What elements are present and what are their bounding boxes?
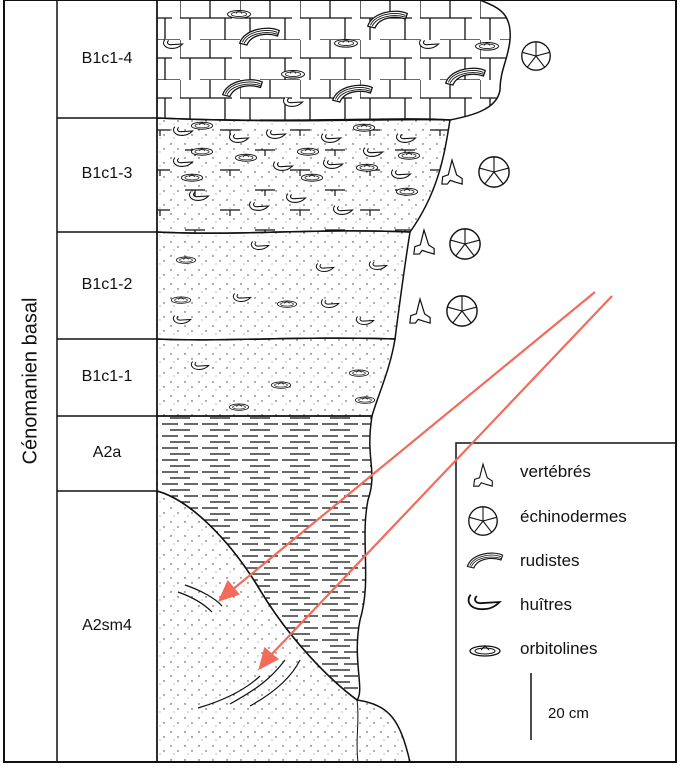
unit-label: A2a [92, 444, 122, 461]
vertebrate-tooth-icon [413, 229, 435, 255]
legend-box [455, 442, 676, 762]
vertebrate-tooth-icon [473, 463, 493, 487]
arrow-2 [269, 295, 613, 657]
legend-label: échinodermes [520, 507, 627, 526]
stage-text: Cénomanien basal [19, 297, 41, 465]
unit-label: A2sm4 [82, 617, 132, 634]
oyster-icon [467, 593, 501, 611]
rudist-icon [466, 552, 504, 569]
unit-label: B1c1-3 [81, 165, 133, 182]
unit-label: B1c1-1 [81, 368, 133, 385]
legend-label: huîtres [520, 595, 572, 614]
echinoderm-icon [478, 156, 510, 188]
arrow-1 [231, 291, 596, 591]
echinoderm-icon [449, 228, 481, 260]
annotation-arrows [217, 291, 613, 671]
layer-B1c1-2 [156, 230, 411, 341]
echinoderm-icon [468, 506, 498, 536]
vertebrate-tooth-icon [409, 298, 431, 324]
vertebrate-tooth-icon [441, 159, 463, 185]
legend-label: rudistes [520, 551, 580, 570]
layer-A2sm4 [156, 490, 411, 763]
cross-bedding [177, 584, 301, 709]
stage-label: Cénomanien basal [4, 0, 57, 762]
arrow-1-head [217, 579, 240, 602]
legend-label: vertébrés [520, 462, 591, 481]
scale-label: 20 cm [548, 705, 589, 722]
echinoderm-icon [521, 41, 551, 71]
echinoderm-icon [446, 295, 478, 327]
layer-B1c1-1 [156, 337, 396, 417]
legend-label: orbitolines [520, 639, 598, 658]
unit-label: B1c1-4 [81, 50, 133, 67]
layer-B1c1-4 [156, 0, 511, 122]
orbitolina-icon [469, 645, 501, 657]
arrow-2-head [258, 647, 279, 671]
unit-label: B1c1-2 [81, 276, 133, 293]
